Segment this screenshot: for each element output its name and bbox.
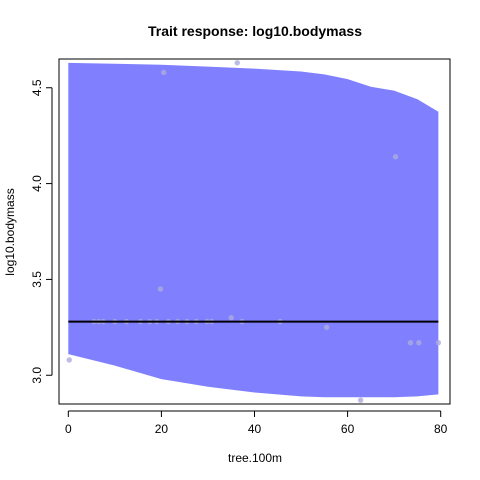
x-tick-label: 0 xyxy=(65,422,72,436)
confidence-band-layer xyxy=(68,62,439,398)
data-point xyxy=(392,154,399,160)
y-tick-label: 3.5 xyxy=(30,271,44,288)
data-point xyxy=(157,286,164,292)
data-point xyxy=(416,339,422,346)
data-point xyxy=(357,397,364,403)
data-point xyxy=(234,60,240,66)
y-tick-label: 3.0 xyxy=(30,367,44,384)
x-tick-label: 20 xyxy=(155,422,169,436)
data-point xyxy=(228,315,234,321)
y-tick-label: 4.0 xyxy=(30,175,44,192)
x-tick-label: 40 xyxy=(248,422,262,436)
confidence-band xyxy=(68,62,439,398)
data-point xyxy=(66,357,72,363)
y-axis: 3.0 3.5 4.0 4.5 xyxy=(30,79,53,384)
data-point xyxy=(161,69,167,76)
x-tick-label: 80 xyxy=(434,422,448,436)
data-point xyxy=(435,339,442,346)
x-axis: 0 20 40 60 80 xyxy=(65,410,448,436)
chart-title: Trait response: log10.bodymass xyxy=(148,23,362,39)
data-point xyxy=(323,324,330,331)
plot-frame xyxy=(58,58,451,405)
x-axis-label: tree.100m xyxy=(228,451,282,465)
y-tick-label: 4.5 xyxy=(30,79,44,96)
x-tick-label: 60 xyxy=(341,422,355,436)
data-point xyxy=(407,339,414,346)
y-axis-label: log10.bodymass xyxy=(3,188,17,275)
